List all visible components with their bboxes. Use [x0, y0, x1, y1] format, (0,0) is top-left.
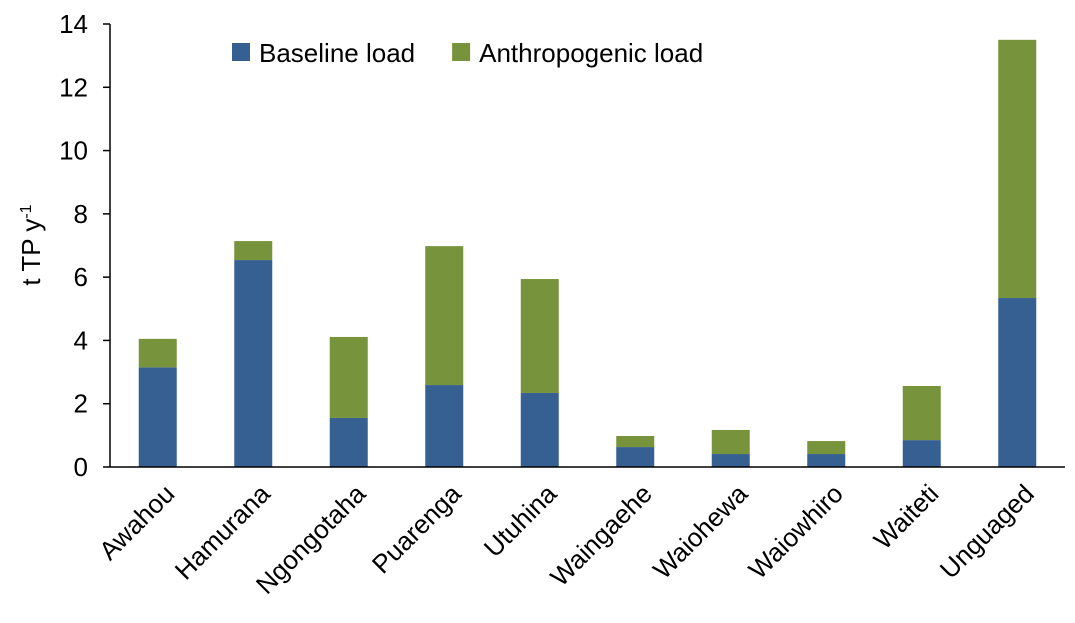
- x-tick-label: Awahou: [93, 478, 180, 565]
- bar-segment: [998, 39, 1037, 299]
- y-tick-label: 4: [74, 325, 88, 355]
- bar-segment: [329, 336, 368, 418]
- y-axis-label-sup: -1: [18, 204, 35, 218]
- y-axis-label-text: t TP y: [16, 219, 46, 286]
- x-tick-label: Puarenga: [366, 478, 467, 579]
- legend-label: Anthropogenic load: [479, 38, 703, 68]
- x-tick-label: Waingaehe: [544, 478, 658, 592]
- bar-segment: [807, 441, 846, 455]
- y-tick-label: 2: [74, 389, 88, 419]
- bar-segment: [520, 392, 559, 467]
- bar-segment: [425, 385, 464, 467]
- y-tick-label: 12: [59, 72, 88, 102]
- bar-segment: [616, 435, 655, 448]
- bar-segment: [138, 367, 177, 467]
- legend-swatch: [232, 43, 250, 61]
- bar-segment: [711, 454, 750, 467]
- y-tick-label: 10: [59, 136, 88, 166]
- bar-segment: [711, 429, 750, 455]
- bar-segment: [425, 246, 464, 386]
- x-tick-label: Unguaged: [934, 478, 1040, 584]
- bar-segment: [902, 440, 941, 467]
- y-tick-label: 6: [74, 262, 88, 292]
- y-tick-label: 8: [74, 199, 88, 229]
- legend-swatch: [452, 43, 471, 61]
- bar-segment: [138, 338, 177, 368]
- bar-segment: [234, 260, 273, 467]
- bar-segment: [329, 417, 368, 467]
- x-tick-label: Utuhina: [478, 478, 563, 563]
- legend-label: Baseline load: [259, 38, 415, 68]
- bar-segment: [902, 385, 941, 441]
- x-tick-label: Waiteti: [868, 478, 945, 555]
- bar-segment: [520, 279, 559, 393]
- y-tick-label: 0: [74, 452, 88, 482]
- x-tick-label: Waiowhiro: [743, 478, 849, 584]
- bar-segment: [616, 447, 655, 467]
- y-tick-label: 14: [59, 9, 88, 39]
- bar-segment: [807, 454, 846, 467]
- x-tick-label: Waiohewa: [647, 478, 754, 585]
- y-axis-label: t TP y-1: [16, 204, 46, 285]
- bar-segment: [998, 298, 1037, 467]
- bar-segment: [234, 241, 273, 261]
